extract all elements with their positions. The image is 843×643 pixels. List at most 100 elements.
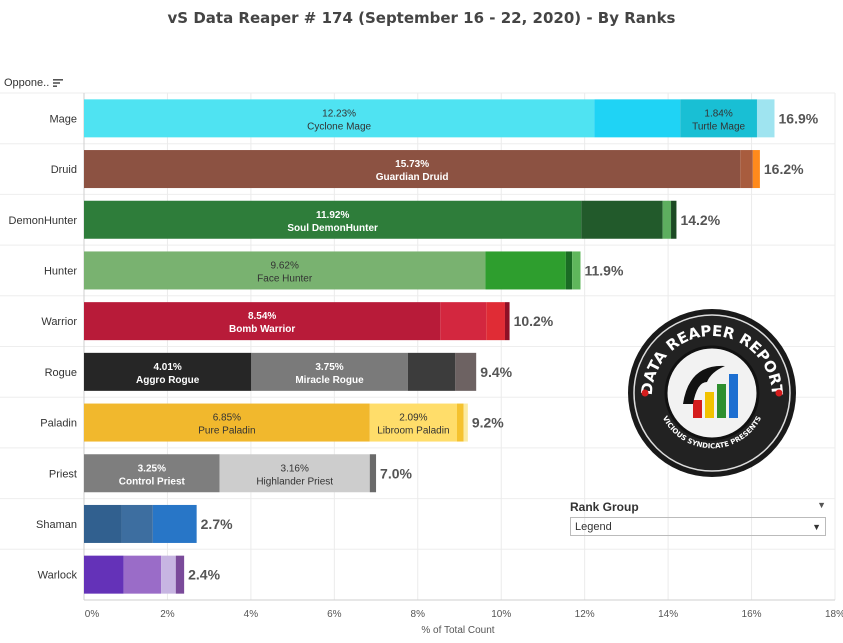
total-percent-label: 7.0% <box>380 465 412 481</box>
total-percent-label: 2.7% <box>201 516 233 532</box>
bar-segment <box>486 302 505 341</box>
bar-segment <box>455 352 477 391</box>
segment-archetype-label: Pure Paladin <box>198 426 255 437</box>
segment-percent-label: 1.84% <box>704 108 732 119</box>
bar-segment <box>84 200 582 239</box>
bar-segment <box>152 504 197 543</box>
bar-segment <box>84 504 122 543</box>
x-tick-label: 4% <box>244 609 259 620</box>
segment-percent-label: 15.73% <box>395 159 429 170</box>
segment-archetype-label: Cyclone Mage <box>307 121 371 132</box>
rank-group-selected-value: Legend <box>575 520 612 533</box>
total-percent-label: 9.2% <box>472 415 504 431</box>
bar-segment <box>369 454 377 493</box>
segment-percent-label: 9.62% <box>271 260 299 271</box>
total-percent-label: 2.4% <box>188 567 220 583</box>
x-tick-label: 10% <box>491 609 511 620</box>
total-percent-label: 11.9% <box>584 262 623 278</box>
bar-segment <box>84 251 486 290</box>
total-percent-label: 10.2% <box>514 313 554 329</box>
segment-archetype-label: Bomb Warrior <box>229 324 295 335</box>
bar-segment <box>84 302 441 341</box>
rank-group-filter[interactable]: Rank Group ▼ Legend ▼ <box>570 500 826 536</box>
data-reaper-report-logo: DATA REAPER REPORT VICIOUS SYNDICATE PRE… <box>628 309 796 477</box>
segment-archetype-label: Turtle Mage <box>692 121 745 132</box>
rank-group-dropdown[interactable]: Legend ▼ <box>570 517 826 536</box>
segment-archetype-label: Soul DemonHunter <box>287 223 378 234</box>
total-percent-label: 14.2% <box>680 212 720 228</box>
bar-segment <box>251 352 408 391</box>
bar-segment <box>84 150 741 189</box>
bar-segment <box>594 99 681 138</box>
filter-menu-icon[interactable]: ▼ <box>817 500 826 510</box>
bar-segment <box>84 352 252 391</box>
x-tick-label: 6% <box>327 609 342 620</box>
bar-segment <box>407 352 456 391</box>
segment-percent-label: 8.54% <box>248 311 276 322</box>
category-label: Druid <box>51 164 77 176</box>
category-label: Warlock <box>38 570 78 582</box>
bar-segment <box>175 555 185 594</box>
category-label: Hunter <box>44 265 77 277</box>
segment-archetype-label: Face Hunter <box>257 273 313 284</box>
x-tick-label: 8% <box>411 609 426 620</box>
bar-segment <box>671 200 677 239</box>
field-header-label: Oppone.. <box>4 77 50 89</box>
bar-segment <box>680 99 757 138</box>
category-label: Rogue <box>45 367 77 379</box>
total-percent-label: 16.9% <box>779 110 819 126</box>
dropdown-chevron-icon: ▼ <box>812 521 821 532</box>
total-labels: 16.9% 16.2% 14.2% 11.9% 10.2% 9.4% 9.2% 7.0% 2.7… <box>188 110 819 582</box>
x-tick-label: 16% <box>742 609 762 620</box>
total-percent-label: 16.2% <box>764 161 804 177</box>
category-label: Priest <box>49 468 77 480</box>
bar-segment <box>84 454 220 493</box>
rank-group-title: Rank Group <box>570 500 639 514</box>
segment-archetype-label: Miracle Rogue <box>295 375 364 386</box>
bar-segment <box>161 555 176 594</box>
x-tick-label: 14% <box>658 609 678 620</box>
segment-archetype-label: Control Priest <box>119 476 186 487</box>
segment-archetype-label: Aggro Rogue <box>136 375 200 386</box>
category-label: Shaman <box>36 519 77 531</box>
bar-marks <box>84 99 775 594</box>
category-label: Paladin <box>40 418 77 430</box>
x-tick-label: 12% <box>575 609 595 620</box>
bar-segment <box>84 403 370 442</box>
x-axis: 0% 2% 4% 6% 8% 10% 12% 14% 16% 18% % of Total Coun… <box>85 609 843 636</box>
bar-segment <box>463 403 468 442</box>
rank-group-filter-header: Rank Group ▼ <box>570 500 826 514</box>
bar-segment <box>756 99 775 138</box>
category-label: DemonHunter <box>9 215 78 227</box>
bar-segment <box>485 251 566 290</box>
segment-percent-label: 4.01% <box>153 362 181 373</box>
bar-segment <box>219 454 370 493</box>
bar-segment <box>740 150 753 189</box>
bar-segment <box>369 403 457 442</box>
bar-segment <box>121 504 153 543</box>
segment-percent-label: 2.09% <box>399 413 427 424</box>
segment-archetype-label: Guardian Druid <box>376 172 449 183</box>
bar-segment <box>572 251 581 290</box>
bar-segment <box>84 99 595 138</box>
bar-segment <box>662 200 672 239</box>
segment-archetype-label: Highlander Priest <box>256 476 333 487</box>
total-percent-label: 9.4% <box>480 364 512 380</box>
segment-percent-label: 3.75% <box>315 362 343 373</box>
bar-segment <box>504 302 510 341</box>
segment-percent-label: 11.92% <box>316 210 349 221</box>
bar-segment <box>456 403 464 442</box>
segment-percent-label: 3.25% <box>138 463 166 474</box>
segment-percent-label: 12.23% <box>322 108 356 119</box>
sort-descending-icon[interactable] <box>53 78 64 88</box>
opponent-class-field-header[interactable]: Oppone.. <box>4 77 64 89</box>
bar-segment <box>440 302 487 341</box>
bar-segment <box>84 555 124 594</box>
category-label: Warrior <box>41 316 77 328</box>
bar-segment <box>123 555 162 594</box>
segment-percent-label: 3.16% <box>281 463 309 474</box>
bar-segment <box>752 150 760 189</box>
segment-percent-label: 6.85% <box>213 413 241 424</box>
y-axis-category-labels: Mage Druid DemonHunter Hunter Warrior Rogue Pa… <box>9 113 78 581</box>
bar-segment <box>565 251 573 290</box>
